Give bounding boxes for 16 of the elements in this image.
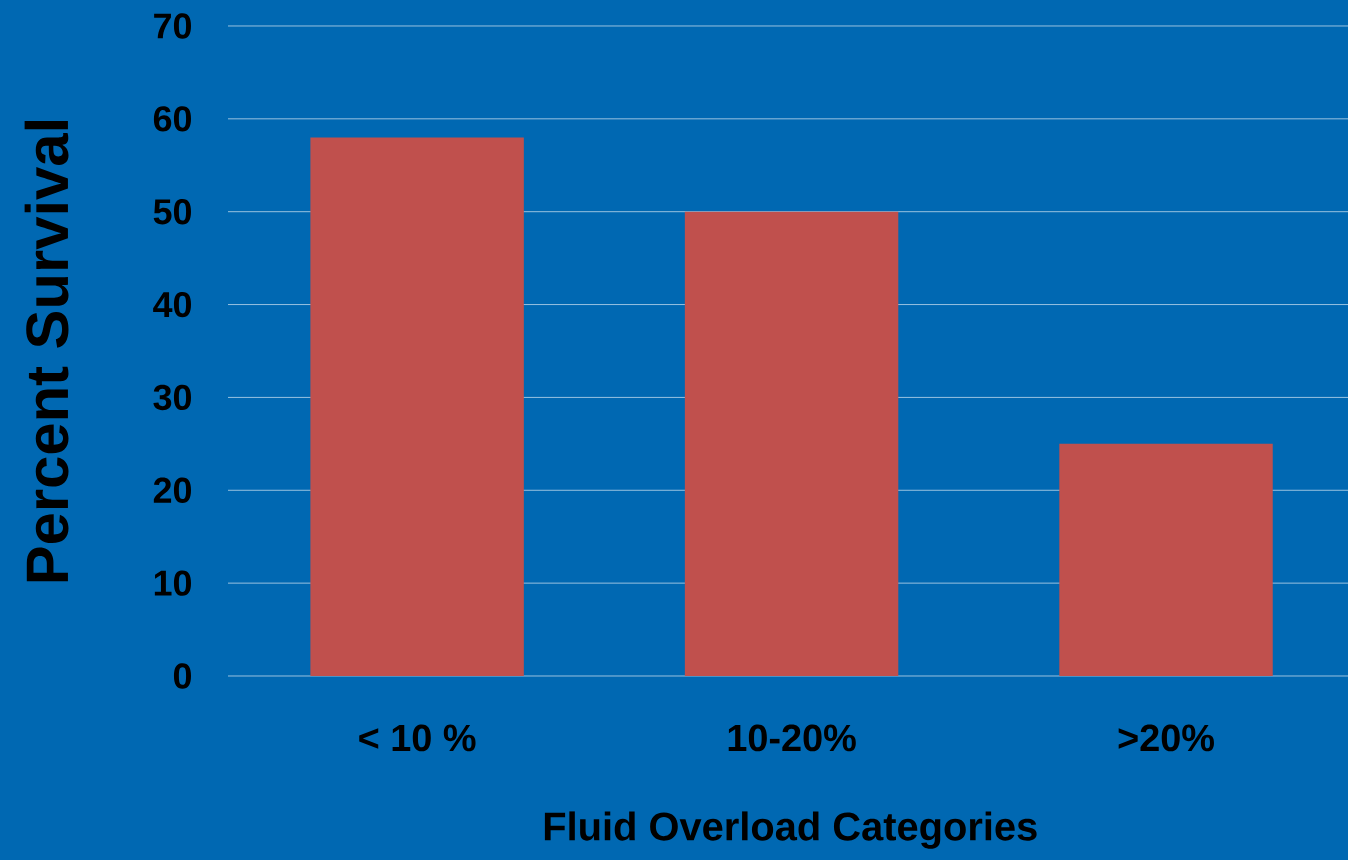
- y-tick-label: 20: [153, 477, 191, 503]
- x-tick-label: < 10 %: [359, 724, 476, 752]
- y-tick-label: 50: [153, 199, 191, 225]
- y-tick-label: 30: [153, 384, 191, 411]
- x-tick-label: >20%: [1118, 724, 1214, 752]
- y-tick-label: 0: [173, 663, 192, 689]
- y-axis-title: Percent Survival: [24, 121, 69, 582]
- y-tick-label: 70: [154, 13, 191, 39]
- x-axis-title: Fluid Overload Categories: [544, 811, 1037, 849]
- y-tick-label: 60: [153, 106, 191, 132]
- x-tick-label: 10-20%: [728, 724, 856, 752]
- y-tick-label: 40: [153, 291, 191, 318]
- bar: [684, 211, 899, 676]
- y-tick-label: 10: [154, 570, 191, 596]
- bar: [1059, 443, 1273, 676]
- bar: [310, 137, 524, 676]
